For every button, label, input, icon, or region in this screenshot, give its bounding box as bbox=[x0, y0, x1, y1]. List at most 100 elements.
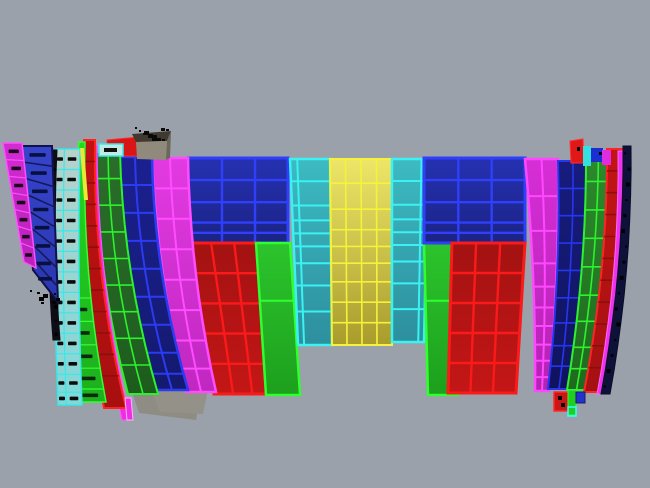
panel-label-mark bbox=[56, 239, 63, 243]
panel-col-lines bbox=[344, 158, 378, 346]
panel-row-lines bbox=[82, 160, 119, 377]
scribble-dot bbox=[139, 130, 141, 132]
magenta-cap-top-right[interactable] bbox=[602, 150, 611, 165]
panel-row-lines bbox=[54, 168, 82, 393]
panel-row-lines bbox=[193, 272, 270, 365]
panel-col-lines bbox=[575, 152, 600, 391]
panel-col-lines bbox=[540, 158, 546, 392]
strip-teal-column-right[interactable] bbox=[390, 157, 430, 344]
gray-box-front-face[interactable] bbox=[136, 141, 167, 160]
panel-label-mark bbox=[56, 198, 63, 202]
edge-label-dot bbox=[610, 354, 614, 357]
strip-outline bbox=[600, 145, 632, 395]
scribble-dot bbox=[157, 138, 161, 141]
panel-label-mark bbox=[35, 244, 51, 248]
panel-label-mark bbox=[30, 171, 47, 175]
scribble-dot bbox=[52, 301, 56, 304]
panel-row-lines bbox=[424, 178, 525, 234]
panel-label-mark bbox=[33, 207, 49, 212]
edge-label-dot bbox=[624, 152, 627, 155]
strip-green-column-left[interactable] bbox=[254, 241, 302, 397]
panel-col-lines bbox=[469, 242, 502, 394]
strip-yellow-column-center[interactable] bbox=[328, 158, 393, 346]
edge-label-dot bbox=[53, 167, 57, 171]
panel-col-lines bbox=[107, 151, 144, 395]
scribble-dot bbox=[43, 294, 48, 298]
strip-magenta-wedge-left[interactable] bbox=[2, 142, 37, 270]
scribble-dot bbox=[162, 139, 165, 141]
cap-dot-2 bbox=[599, 152, 602, 155]
scribble-dot bbox=[37, 292, 40, 294]
panel-row-lines bbox=[448, 271, 524, 365]
panel-label-mark bbox=[56, 218, 63, 223]
strip-teal-column-left[interactable] bbox=[288, 157, 334, 347]
scribble-dot bbox=[54, 293, 56, 295]
panel-label-mark bbox=[8, 149, 19, 154]
panel-col-lines bbox=[558, 161, 574, 390]
blue-cap-top-right[interactable] bbox=[591, 148, 603, 162]
panel-label-mark bbox=[58, 381, 65, 385]
cyan-cap-top-right[interactable] bbox=[583, 146, 591, 166]
panel-label-mark bbox=[68, 362, 78, 366]
hanging-green-strip[interactable] bbox=[567, 389, 577, 416]
magenta-hanging-sliver-left[interactable] bbox=[124, 397, 134, 421]
panel-label-mark bbox=[67, 280, 76, 284]
edge-label-dot bbox=[625, 182, 630, 187]
panel-label-mark bbox=[59, 396, 65, 401]
panel-label-mark bbox=[37, 261, 52, 266]
hanging-red-panel-dot-1 bbox=[558, 396, 562, 400]
edge-label-dot bbox=[616, 322, 621, 327]
panel-label-mark bbox=[16, 200, 26, 205]
panel-label-mark bbox=[67, 177, 76, 182]
panel-label-mark bbox=[25, 253, 32, 257]
edge-label-dot bbox=[614, 338, 617, 341]
panel-label-mark bbox=[80, 376, 96, 381]
gray-box-side-face[interactable] bbox=[166, 131, 171, 160]
panel-row-lines bbox=[392, 180, 428, 311]
panel-label-mark bbox=[66, 259, 76, 264]
edge-label-dot bbox=[54, 332, 58, 336]
hanging-red-panel[interactable] bbox=[553, 391, 570, 412]
edge-label-dot bbox=[622, 260, 626, 264]
scribble-dot bbox=[56, 298, 60, 301]
strip-dark-edge-right[interactable] bbox=[600, 145, 632, 395]
panel-row-lines bbox=[70, 297, 104, 390]
yellow-sliver-top-left[interactable] bbox=[80, 148, 88, 200]
hanging-red-panel-dot-2 bbox=[561, 403, 565, 407]
panel-label-mark bbox=[56, 177, 63, 182]
strip-magenta-column-right[interactable] bbox=[523, 157, 560, 393]
scribble-dot bbox=[166, 129, 169, 131]
panel-label-mark bbox=[68, 341, 77, 346]
panel-row-lines bbox=[291, 180, 332, 313]
panel-label-mark bbox=[66, 218, 76, 223]
panel-label-mark bbox=[57, 157, 63, 161]
scribble-dot bbox=[135, 127, 137, 129]
panel-label-mark bbox=[34, 225, 50, 230]
panel-label-mark bbox=[67, 300, 76, 305]
panel-col-lines bbox=[209, 242, 254, 395]
strip-pale-cyan-column-left[interactable] bbox=[54, 148, 83, 406]
panel-label-mark bbox=[78, 354, 93, 359]
black-scribbles-top bbox=[135, 127, 169, 141]
hanging-blue-panel[interactable] bbox=[575, 391, 586, 404]
scribble-dot bbox=[161, 128, 165, 131]
edge-label-dot bbox=[606, 369, 611, 373]
panel-label-mark bbox=[67, 198, 76, 202]
strip-big-blue-left[interactable] bbox=[186, 156, 290, 245]
panel-col-lines bbox=[296, 158, 306, 346]
strip-big-blue-right[interactable] bbox=[422, 156, 527, 245]
edge-label-dot bbox=[623, 214, 627, 218]
panel-label-mark bbox=[69, 381, 78, 385]
panel-label-mark bbox=[67, 321, 77, 325]
edge-label-dot bbox=[625, 245, 628, 248]
panel-col-lines bbox=[62, 148, 67, 406]
panel-label-mark bbox=[29, 153, 46, 157]
panel-label-mark bbox=[11, 166, 21, 171]
edge-label-dot bbox=[55, 319, 58, 322]
hanging-cyan-tip[interactable] bbox=[567, 406, 577, 417]
panel-label-mark bbox=[57, 341, 64, 346]
strip-big-red-right[interactable] bbox=[446, 241, 527, 395]
panel-label-mark bbox=[22, 234, 30, 239]
